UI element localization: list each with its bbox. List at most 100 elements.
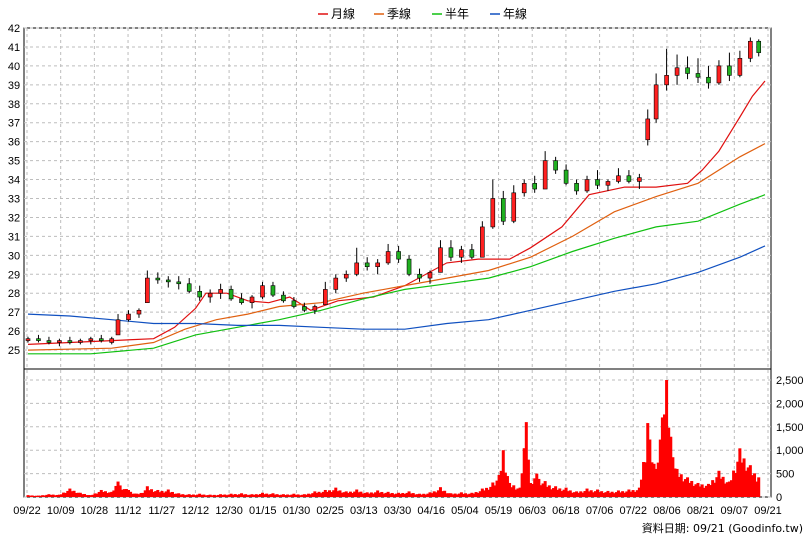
volume-bar [246,495,250,497]
volume-bar [321,491,325,497]
date-tick-label: 12/12 [182,505,210,517]
candle-body [302,306,307,311]
volume-bar [639,479,643,497]
volume-bar [570,492,574,497]
volume-bar [156,489,160,497]
volume-bar [147,490,151,497]
date-tick-label: 08/21 [687,505,715,517]
volume-bar [250,494,254,497]
date-tick-label: 06/18 [552,505,580,517]
volume-bar [97,491,101,497]
volume-bar [290,494,294,497]
candle-body [57,340,62,343]
volume-bar [512,485,516,497]
volume-bar [562,489,566,497]
volume-bar [87,495,91,497]
volume-bar [535,473,539,497]
volume-bar [302,494,306,497]
volume-bar [395,493,398,497]
volume-bar [43,495,47,497]
volume-bar [485,487,489,497]
volume-bar [139,492,143,497]
date-tick-label: 03/30 [384,505,412,517]
volume-bar [64,492,68,497]
volume-bar [510,487,514,497]
volume-bar [62,492,66,497]
volume-bar [740,462,744,497]
price-tick-label: 39 [8,80,20,92]
volume-bar [55,494,59,497]
volume-bar [110,491,114,497]
candle-body [115,319,121,336]
volume-bar [547,485,551,497]
volume-bar [738,448,742,497]
volume-bar [480,488,484,497]
volume-bar [732,470,736,497]
volume-bar [189,495,193,497]
candle-body [155,277,161,281]
volume-bar [646,423,650,497]
candle-body [136,309,142,315]
price-tick-label: 38 [8,99,20,111]
volume-bar [432,491,436,497]
volume-bar [233,494,237,497]
volume-bar [677,476,681,497]
volume-bar [160,490,164,497]
volume-bar [191,494,195,497]
volume-bar [459,492,463,497]
candle-body [706,76,711,84]
volume-bars [26,380,761,497]
candle-body [281,294,286,302]
volume-bar [750,475,754,497]
volume-bar [698,486,702,497]
volume-bar [269,494,273,497]
volume-bar [120,489,124,497]
volume-bar [453,493,457,497]
volume-bar [355,489,359,497]
volume-bar [591,492,595,497]
volume-bar [441,491,445,497]
volume-bar [177,493,181,497]
price-tick-label: 35 [8,156,20,168]
legend-label-0: 月線 [331,6,355,21]
volume-bar [686,477,690,497]
candle-body [626,175,632,182]
volume-bar [445,493,449,497]
candle-body [354,262,360,275]
volume-bar [558,488,562,497]
volume-bar [694,484,698,497]
volume-bar [499,470,503,497]
volume-bar [746,467,750,497]
volume-bar [568,490,572,497]
volume-bar [549,489,553,497]
volume-bar [501,450,505,497]
volume-bar [332,490,336,497]
volume-bar [342,492,346,497]
candle-body [695,73,701,78]
volume-bar [572,492,576,497]
volume-bar [273,494,277,497]
volume-bar [363,493,367,497]
volume-bar [367,493,371,497]
volume-bar [135,493,139,497]
date-tick-label: 01/30 [283,505,311,517]
volume-bar [298,495,302,497]
volume-bar [468,493,472,497]
volume-bar [413,494,417,497]
volume-bar [436,490,440,497]
volume-axis: 0 500 1,000 1,500 2,000 2,500 [776,375,804,504]
volume-bar [650,462,654,497]
volume-bar [154,491,158,497]
volume-bar [397,492,401,497]
volume-bar [619,492,623,497]
volume-bar [472,493,476,497]
volume-bar [422,493,426,497]
volume-bar [644,462,648,497]
volume-bar [315,492,319,497]
volume-bar [489,486,493,497]
volume-bar [74,492,78,497]
volume-bar [415,494,419,497]
volume-bar [455,494,459,497]
candle-body [616,175,621,182]
